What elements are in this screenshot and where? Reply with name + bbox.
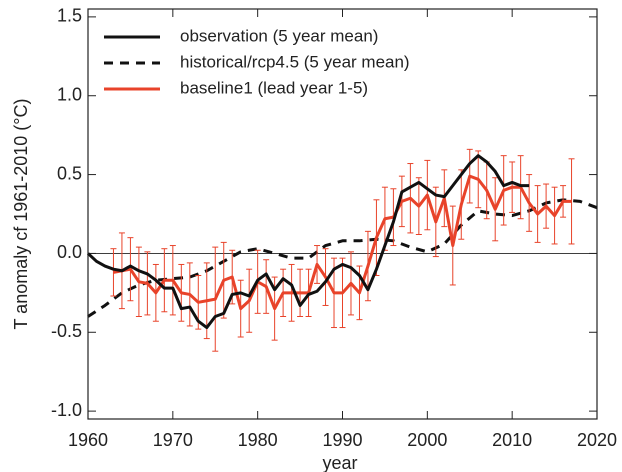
y-tick-label: 0.0 bbox=[57, 242, 82, 262]
x-tick-label: 1960 bbox=[68, 430, 108, 450]
x-tick-label: 1990 bbox=[322, 430, 362, 450]
legend-label: baseline1 (lead year 1-5) bbox=[180, 78, 368, 97]
x-axis-label: year bbox=[322, 453, 357, 472]
x-tick-label: 2000 bbox=[407, 430, 447, 450]
x-tick-label: 2010 bbox=[492, 430, 532, 450]
y-tick-label: 1.0 bbox=[57, 84, 82, 104]
x-tick-label: 1970 bbox=[153, 430, 193, 450]
plot-frame bbox=[87, 8, 598, 420]
x-tick-label: 1980 bbox=[238, 430, 278, 450]
x-tick-label: 2020 bbox=[577, 430, 617, 450]
series-line bbox=[87, 198, 598, 318]
y-tick-label: -0.5 bbox=[51, 321, 82, 341]
y-tick-label: 1.5 bbox=[57, 6, 82, 26]
series-line bbox=[113, 174, 572, 311]
y-tick-label: 0.5 bbox=[57, 163, 82, 183]
legend-label: historical/rcp4.5 (5 year mean) bbox=[180, 52, 410, 71]
y-axis-label: T anomaly cf 1961-2010 (°C) bbox=[11, 99, 31, 330]
legend-label: observation (5 year mean) bbox=[180, 26, 378, 45]
series-line bbox=[86, 154, 530, 330]
y-tick-label: -1.0 bbox=[51, 400, 82, 420]
